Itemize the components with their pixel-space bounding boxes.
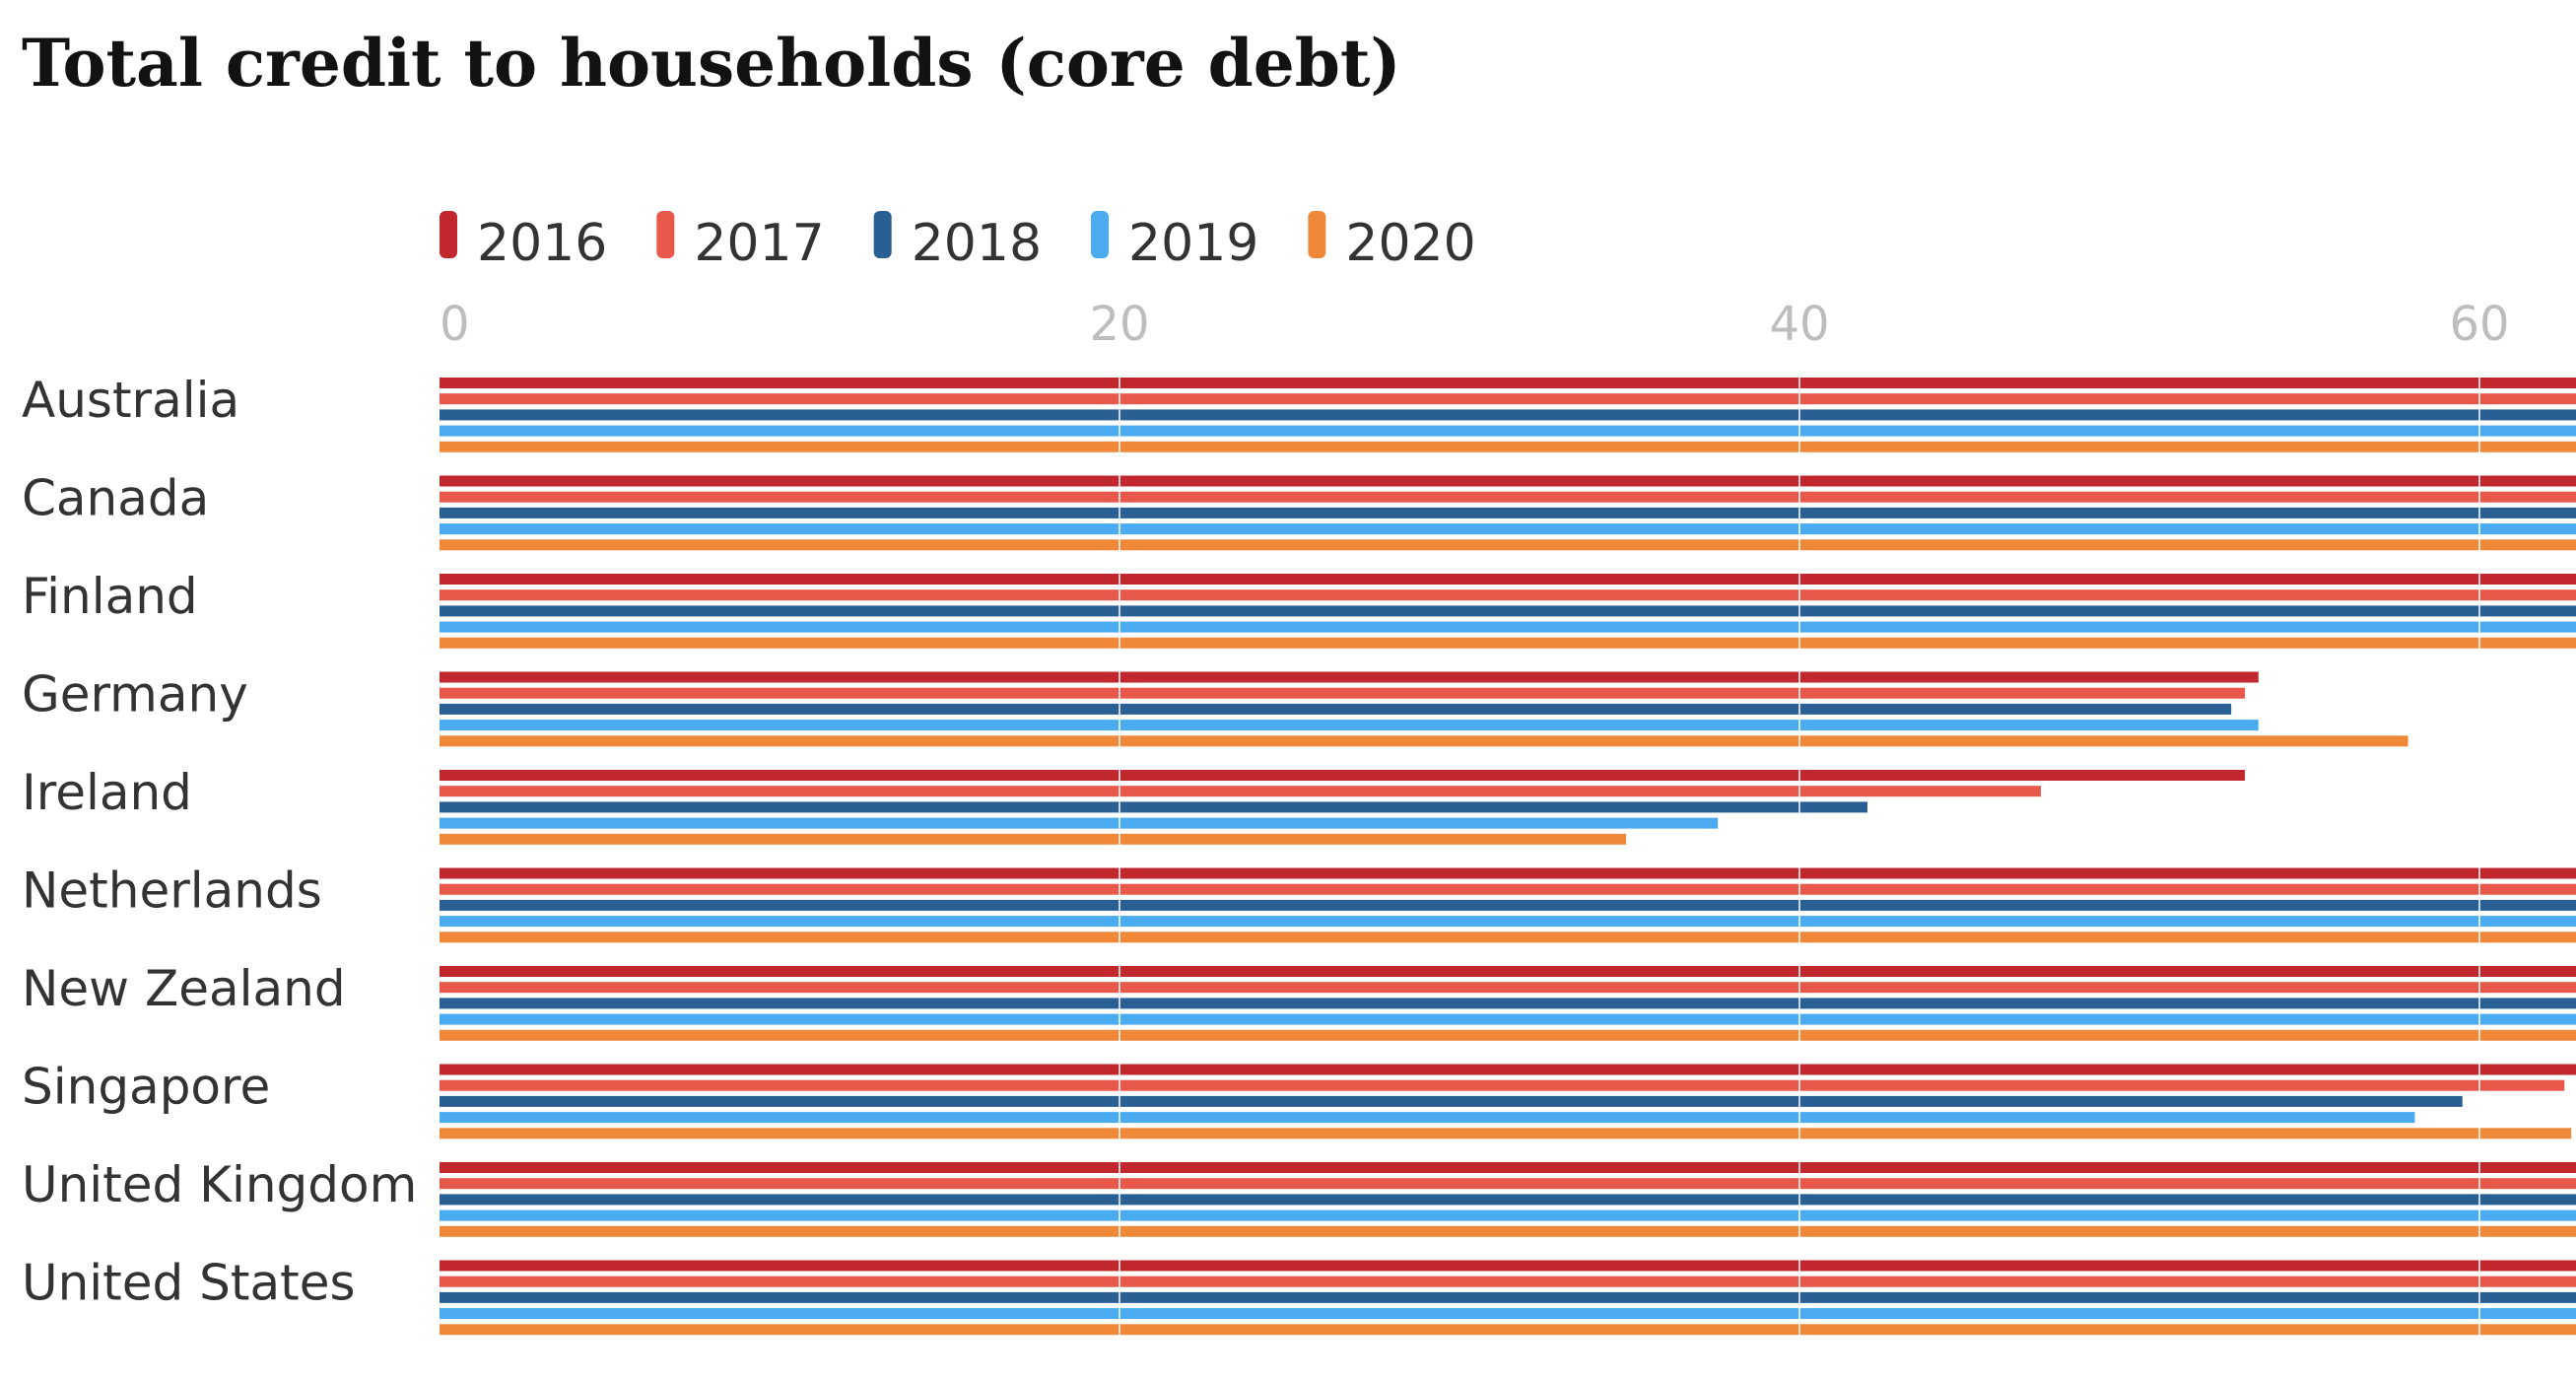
legend-swatch	[873, 211, 892, 258]
x-axis-ticks: 020406080100120	[440, 297, 2510, 352]
bar	[440, 1225, 2576, 1237]
legend-item-2016: 2016	[440, 211, 607, 273]
bar	[440, 982, 2576, 994]
bar	[440, 1194, 2576, 1206]
category-label: Finland	[22, 568, 198, 625]
bar	[440, 637, 2576, 649]
bar	[440, 770, 2245, 781]
bar	[440, 475, 2576, 487]
bar-group-netherlands	[440, 867, 2576, 943]
bar	[440, 491, 2576, 503]
bar-group-canada	[440, 475, 2576, 551]
legend: 2016 2017 2018 2019 2020	[440, 211, 1476, 273]
bar	[440, 621, 2576, 633]
bar	[440, 441, 2576, 452]
bar	[440, 1276, 2576, 1287]
legend-item-2017: 2017	[656, 211, 825, 273]
bar-group-united-states	[440, 1260, 2576, 1336]
bar	[440, 605, 2576, 617]
bar	[440, 1095, 2463, 1107]
category-label: United Kingdom	[22, 1156, 417, 1213]
x-tick-label: 20	[1089, 297, 1149, 352]
category-label: New Zealand	[22, 960, 346, 1017]
bar	[440, 867, 2576, 879]
category-label: Singapore	[22, 1059, 270, 1116]
legend-swatch	[1308, 211, 1326, 258]
legend-swatch	[440, 211, 457, 258]
bar	[440, 833, 1627, 845]
bar	[440, 720, 2259, 731]
bars	[440, 378, 2576, 1336]
legend-label: 2018	[912, 214, 1042, 273]
x-tick-label: 40	[1769, 297, 1829, 352]
bar	[440, 786, 2041, 797]
bar-group-united-kingdom	[440, 1162, 2576, 1237]
legend-swatch	[656, 211, 675, 258]
chart-title: Total credit to households (core debt)	[22, 25, 1401, 102]
bar	[440, 801, 1867, 813]
bar	[440, 817, 1719, 829]
bar-group-new-zealand	[440, 966, 2576, 1041]
bar-group-australia	[440, 378, 2576, 452]
bar	[440, 687, 2245, 699]
bar	[440, 671, 2259, 683]
category-label: Canada	[22, 470, 209, 527]
bar	[440, 1162, 2576, 1173]
bar	[440, 523, 2576, 535]
category-label: Australia	[22, 372, 239, 429]
bar	[440, 1260, 2576, 1272]
bar	[440, 589, 2576, 601]
legend-label: 2019	[1128, 214, 1258, 273]
bar	[440, 1064, 2576, 1075]
bar	[440, 1029, 2576, 1041]
bar	[440, 1079, 2565, 1091]
bar	[440, 1013, 2576, 1025]
bar	[440, 574, 2576, 585]
gridlines	[1119, 370, 2480, 1346]
bar	[440, 1128, 2572, 1139]
bar	[440, 932, 2576, 943]
bar	[440, 409, 2576, 421]
bar	[440, 507, 2576, 518]
bar-group-singapore	[440, 1064, 2576, 1139]
bar	[440, 393, 2576, 405]
legend-item-2019: 2019	[1091, 211, 1258, 273]
category-label: Netherlands	[22, 862, 322, 920]
bar	[440, 916, 2576, 928]
bar	[440, 1291, 2576, 1303]
category-label: Germany	[22, 666, 248, 724]
bar	[440, 539, 2576, 551]
bar-group-ireland	[440, 770, 2245, 845]
legend-label: 2020	[1345, 214, 1475, 273]
category-label: Ireland	[22, 764, 192, 821]
legend-item-2020: 2020	[1308, 211, 1476, 273]
category-labels: Australia Canada Finland Germany Ireland Neth…	[22, 372, 417, 1312]
legend-item-2018: 2018	[873, 211, 1042, 273]
bar	[440, 966, 2576, 977]
bar	[440, 1324, 2576, 1336]
bar	[440, 998, 2576, 1009]
bar	[440, 425, 2576, 437]
bar	[440, 883, 2576, 895]
bar-group-germany	[440, 671, 2408, 747]
bar	[440, 1308, 2576, 1320]
bar	[440, 1209, 2576, 1221]
bar	[440, 1178, 2576, 1190]
category-label: United States	[22, 1255, 356, 1312]
legend-label: 2017	[694, 214, 824, 273]
bar	[440, 735, 2408, 747]
bar	[440, 899, 2576, 911]
bar	[440, 378, 2576, 388]
legend-label: 2016	[477, 214, 607, 273]
bar-group-finland	[440, 574, 2576, 649]
x-tick-label: 60	[2449, 297, 2509, 352]
bar	[440, 703, 2232, 715]
legend-swatch	[1091, 211, 1110, 258]
bar	[440, 1112, 2415, 1124]
x-tick-label: 0	[440, 297, 470, 352]
